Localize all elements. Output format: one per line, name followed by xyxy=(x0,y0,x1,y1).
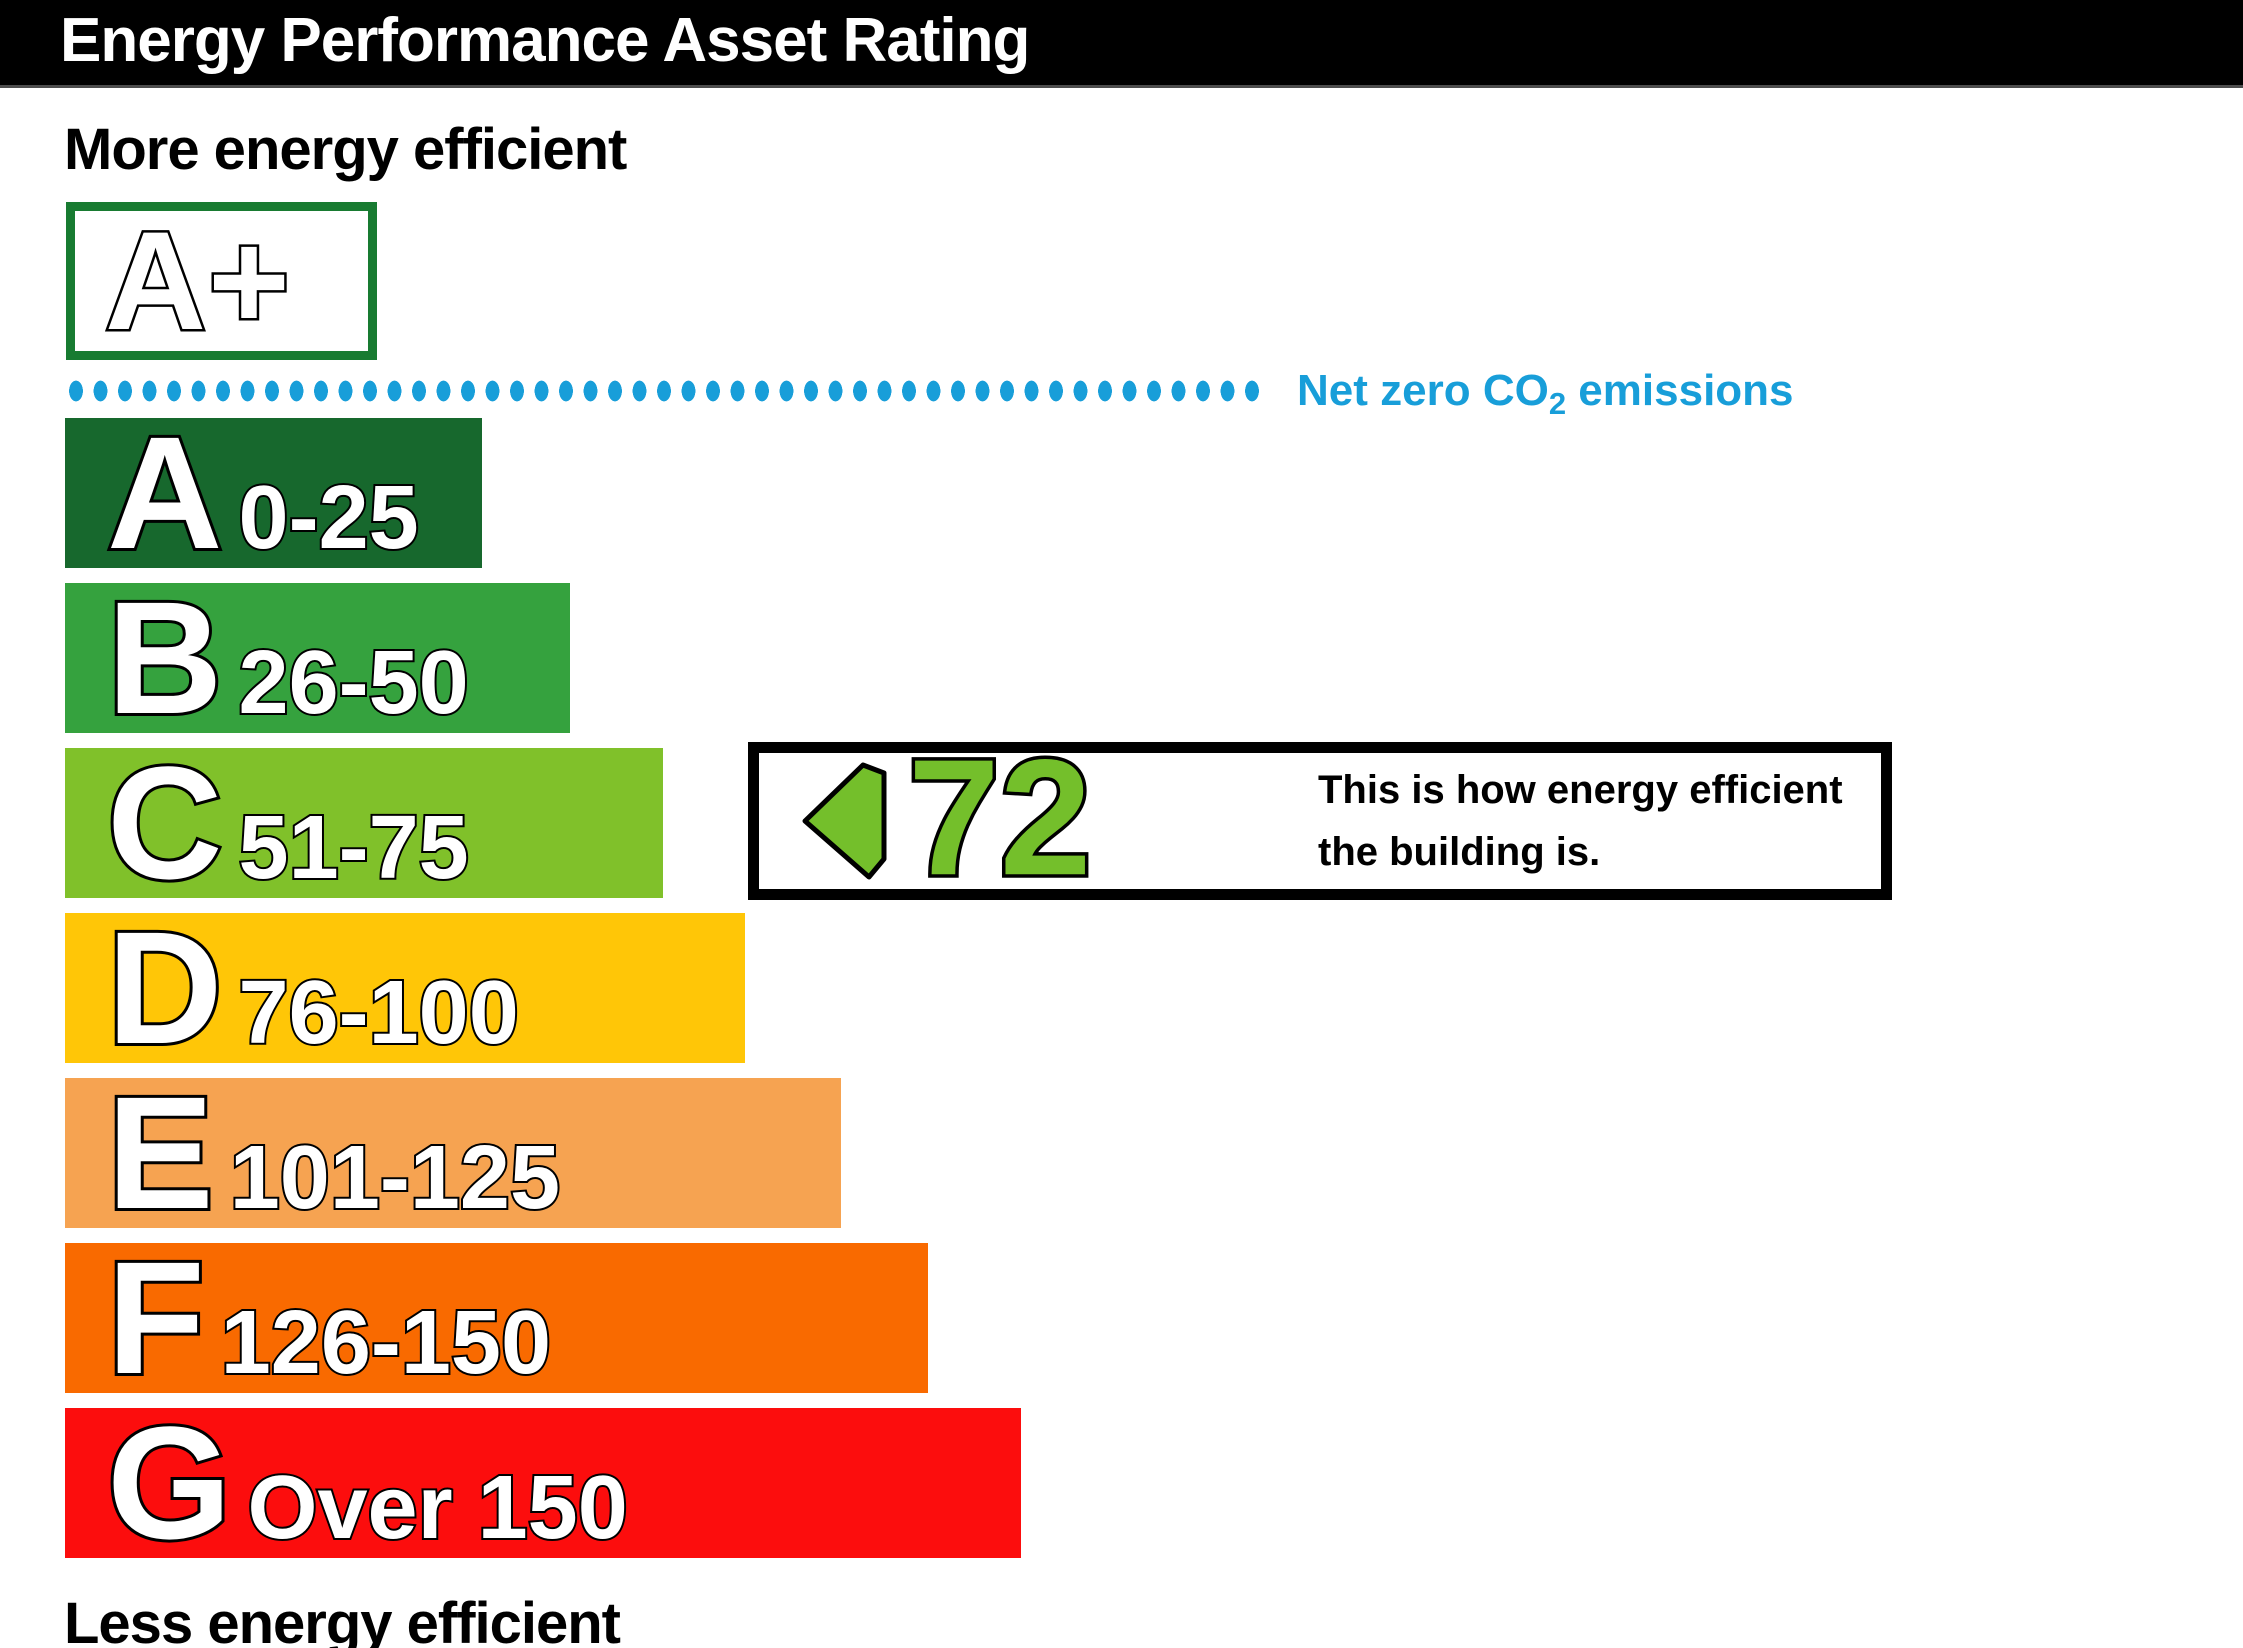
title-bar: Energy Performance Asset Rating xyxy=(0,0,2243,88)
band-range: 26-50 xyxy=(237,631,471,735)
less-efficient-label: Less energy efficient xyxy=(64,1591,621,1648)
rating-description-line2: the building is. xyxy=(1318,830,1601,874)
band-row-b: B 26-50 xyxy=(65,568,570,747)
net-zero-text-suffix: emissions xyxy=(1566,366,1794,415)
band-letter: D xyxy=(104,898,226,1077)
net-zero-label: Net zero CO2 emissions xyxy=(1297,366,1794,422)
net-zero-subscript: 2 xyxy=(1548,386,1567,421)
band-row-f: F 126-150 xyxy=(65,1228,928,1407)
rating-description: This is how energy efficient the buildin… xyxy=(1318,759,1843,883)
band-aplus-label: A+ xyxy=(103,202,293,359)
band-letter: C xyxy=(104,733,226,912)
band-range: 126-150 xyxy=(219,1291,553,1395)
rating-indicator-box: 72 This is how energy efficient the buil… xyxy=(748,731,1892,903)
band-letter: G xyxy=(104,1393,234,1572)
band-range: 76-100 xyxy=(237,961,521,1065)
more-efficient-label: More energy efficient xyxy=(64,117,627,182)
band-range: Over 150 xyxy=(245,1456,629,1560)
band-row-c: C 51-75 xyxy=(65,733,663,912)
band-letter: E xyxy=(104,1063,217,1242)
band-letter: F xyxy=(104,1228,208,1407)
band-letter: A xyxy=(104,403,226,582)
net-zero-text-prefix: Net zero CO xyxy=(1297,366,1549,415)
band-row-g: G Over 150 xyxy=(65,1393,1021,1572)
rating-description-line1: This is how energy efficient xyxy=(1318,768,1843,812)
band-range: 0-25 xyxy=(237,466,421,570)
band-row-d: D 76-100 xyxy=(65,898,745,1077)
net-zero-dotted-line xyxy=(64,379,1269,403)
page-title: Energy Performance Asset Rating xyxy=(60,6,1030,75)
band-row-e: E 101-125 xyxy=(65,1063,841,1242)
band-letter: B xyxy=(104,568,226,747)
band-range: 101-125 xyxy=(228,1126,562,1230)
rating-value: 72 xyxy=(905,725,1096,910)
band-row-a: A 0-25 xyxy=(65,403,482,582)
band-aplus-box: A+ xyxy=(66,202,377,360)
band-range: 51-75 xyxy=(237,796,471,900)
left-arrow-icon xyxy=(802,762,887,880)
